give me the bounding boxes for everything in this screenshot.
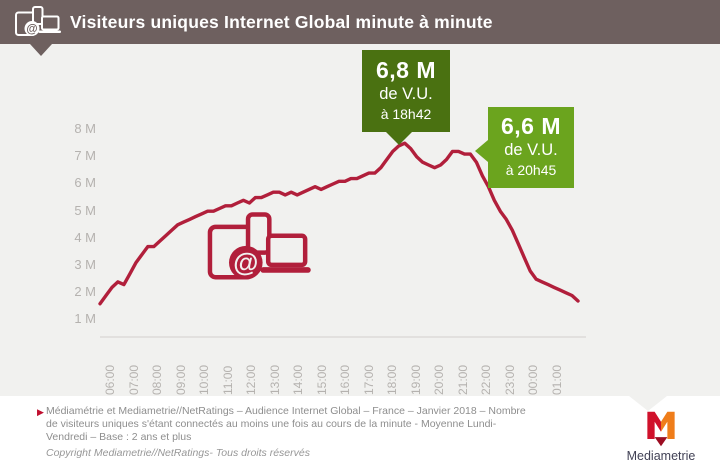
x-axis-label: 15:00 [314, 364, 329, 395]
mediametrie-m-icon [647, 411, 675, 447]
svg-text:@: @ [233, 250, 258, 278]
x-axis-label: 13:00 [267, 364, 282, 395]
source-text: Médiamétrie et Mediametrie//NetRatings –… [46, 405, 591, 460]
x-axis-label: 07:00 [126, 364, 141, 395]
y-axis-label: 2 M [74, 284, 96, 300]
header-bar: @ Visiteurs uniques Internet Global minu… [0, 0, 720, 44]
callout-value: 6,8 M [375, 57, 437, 83]
x-axis-label: 14:00 [291, 364, 305, 395]
x-axis-label: 09:00 [173, 364, 188, 395]
peak-callout-2045: 6,6 M de V.U. à 20h45 [488, 107, 574, 188]
x-axis-label: 01:00 [549, 364, 564, 395]
x-axis-label: 12:00 [244, 364, 258, 395]
x-axis-label: 00:00 [526, 364, 540, 395]
source-line: Vendredi – Base : 2 ans et plus [46, 431, 192, 443]
y-axis-label: 4 M [74, 229, 96, 245]
devices-at-watermark-icon: @ [207, 212, 311, 280]
x-axis-label: 11:00 [220, 365, 235, 395]
source-line: de visiteurs uniques s'étant connectés a… [46, 418, 497, 430]
x-axis-label: 22:00 [479, 364, 493, 395]
x-axis-label: 16:00 [338, 364, 352, 395]
x-axis-label: 17:00 [361, 364, 376, 395]
footer: ▶ Médiamétrie et Mediametrie//NetRatings… [0, 396, 720, 467]
x-axis-label: 08:00 [150, 364, 164, 395]
callout-left-arrow [475, 140, 488, 162]
source-line: Médiamétrie et Mediametrie//NetRatings –… [46, 405, 526, 417]
x-axis-label: 23:00 [502, 364, 517, 395]
x-axis-label: 10:00 [197, 364, 211, 395]
page-title: Visiteurs uniques Internet Global minute… [70, 12, 493, 32]
line-chart [98, 141, 586, 338]
y-axis-label: 7 M [74, 148, 96, 164]
x-axis-label: 19:00 [408, 364, 423, 395]
logo-text: Mediametrie [626, 449, 696, 463]
callout-time: à 20h45 [505, 162, 557, 178]
y-axis-label: 6 M [74, 175, 96, 191]
chart-pointer-decoration [629, 396, 667, 411]
devices-at-icon: @ [15, 6, 61, 36]
callout-time: à 18h42 [380, 106, 432, 122]
y-axis-label: 3 M [74, 257, 96, 272]
x-axis-label: 20:00 [432, 364, 446, 395]
mediametrie-logo: Mediametrie [623, 409, 699, 463]
callout-sub: de V.U. [504, 141, 558, 159]
x-axis-label: 18:00 [385, 364, 399, 395]
callout-sub: de V.U. [379, 85, 433, 103]
callout-down-arrow [386, 132, 412, 145]
svg-text:@: @ [26, 24, 37, 36]
source-bullet-icon: ▶ [37, 407, 44, 417]
header-pointer-decoration [30, 44, 52, 56]
chart-area: 8 M 7 M 6 M 5 M 4 M 3 M 2 M 1 M 06:00 07:00 08:00… [0, 44, 720, 396]
callout-value: 6,6 M [500, 113, 562, 139]
copyright-text: Copyright Mediametrie//NetRatings- Tous … [46, 447, 310, 459]
peak-callout-1842: 6,8 M de V.U. à 18h42 [362, 50, 450, 132]
visitors-line-series [98, 141, 580, 306]
x-axis-label: 21:00 [455, 364, 470, 395]
x-axis-label: 06:00 [103, 364, 117, 395]
y-axis-label: 1 M [74, 311, 96, 327]
y-axis-label: 5 M [74, 202, 96, 218]
y-axis-label: 8 M [74, 121, 96, 136]
